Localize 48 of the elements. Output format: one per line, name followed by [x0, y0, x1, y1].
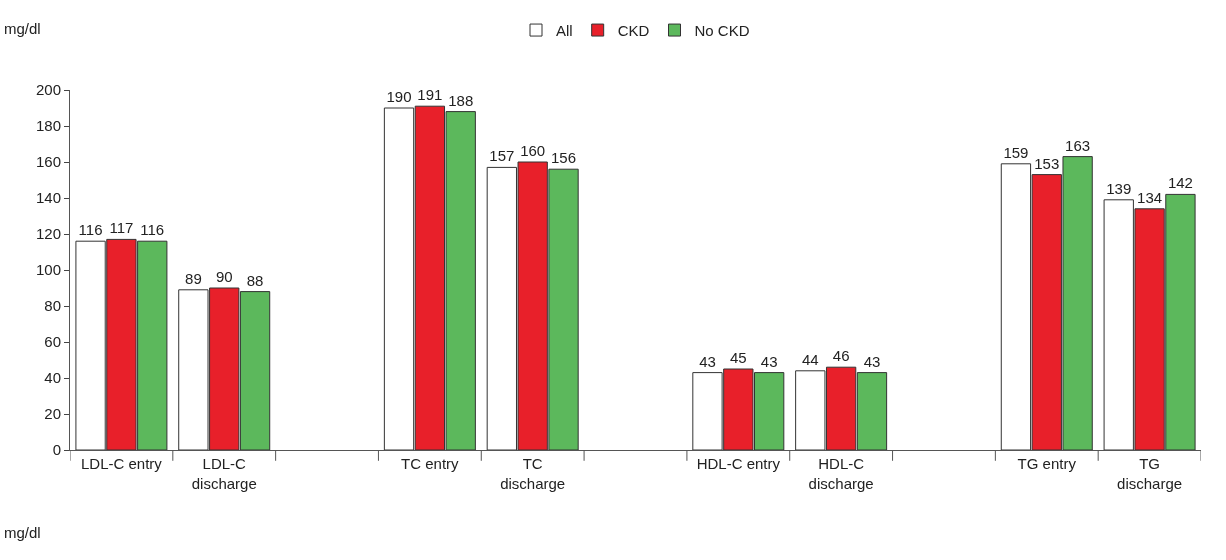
data-label: 43 [863, 352, 881, 370]
x-tick-label: TG discharge [1117, 455, 1183, 492]
data-label: 159 [1003, 143, 1029, 161]
data-label: 44 [801, 350, 819, 368]
y-tick-label: 140 [35, 189, 61, 207]
data-label: 43 [760, 352, 778, 370]
data-label: 134 [1137, 188, 1163, 206]
legend-label: All [556, 21, 573, 39]
legend-label: No CKD [694, 21, 750, 39]
data-label: 142 [1167, 174, 1193, 192]
data-label: 89 [185, 269, 202, 287]
data-label: 90 [215, 268, 233, 285]
x-tick-label: HDL-C discharge [808, 455, 874, 492]
data-label: 160 [520, 142, 546, 159]
data-label: 116 [78, 221, 103, 239]
data-label: 157 [489, 147, 515, 165]
text: mg/dl [4, 524, 41, 541]
y-tick-label: 0 [52, 441, 61, 459]
y-tick-label: 20 [44, 405, 61, 423]
y-tick-label: 80 [44, 297, 61, 315]
y-tick-label: 60 [44, 333, 61, 351]
data-label: 191 [417, 86, 443, 104]
data-label: 153 [1034, 154, 1060, 172]
data-label: 163 [1065, 136, 1091, 154]
y-tick-label: 100 [35, 261, 61, 279]
x-tick-label: TG entry [1017, 455, 1077, 472]
data-label: 116 [140, 221, 165, 239]
data-label: 190 [386, 88, 412, 105]
data-label: 156 [551, 149, 577, 167]
y-tick-label: 40 [44, 369, 61, 387]
data-label: 43 [699, 352, 716, 370]
y-tick-label: 180 [35, 117, 61, 135]
y-axis-title: mg/dl [4, 20, 41, 37]
y-tick-label: 120 [35, 225, 61, 243]
data-label: 46 [832, 347, 850, 365]
x-tick-label: TC discharge [500, 455, 566, 492]
x-tick-label: LDL-C discharge [191, 455, 257, 492]
data-label: 45 [729, 349, 747, 366]
data-label: 117 [109, 219, 134, 237]
x-tick-label: HDL-C entry [696, 455, 781, 472]
x-tick-label: TC entry [401, 455, 460, 472]
y-tick-label: 160 [35, 153, 61, 171]
y-tick-label: 200 [35, 81, 61, 99]
data-label: 88 [246, 271, 264, 289]
data-label: 139 [1106, 179, 1132, 197]
data-label: 188 [448, 91, 474, 109]
x-tick-label: LDL-C entry [80, 455, 163, 472]
legend-label: CKD [617, 21, 650, 39]
